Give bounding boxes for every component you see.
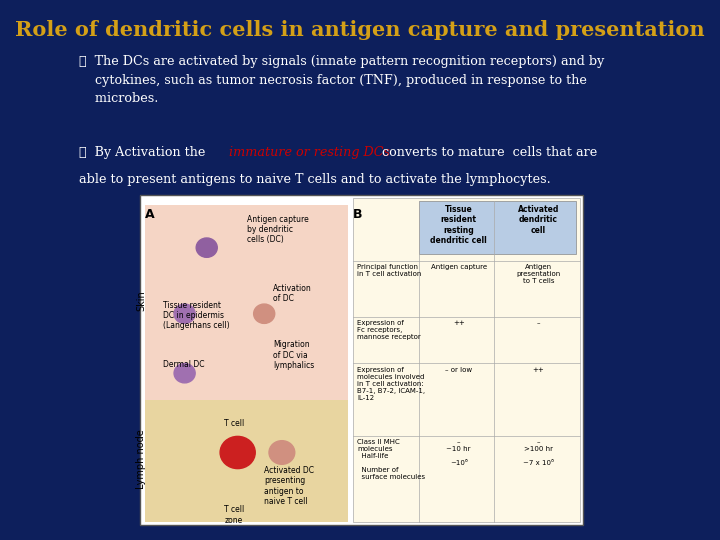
Text: A: A: [145, 208, 155, 221]
Text: ++: ++: [453, 320, 464, 326]
Text: Antigen
presentation
to T cells: Antigen presentation to T cells: [516, 264, 560, 284]
FancyBboxPatch shape: [140, 195, 582, 525]
Text: Tissue
resident
resting
dendritic cell: Tissue resident resting dendritic cell: [431, 205, 487, 245]
Text: Migration
of DC via
lymphalics: Migration of DC via lymphalics: [273, 340, 315, 370]
Circle shape: [269, 441, 294, 464]
Text: able to present antigens to naive T cells and to activate the lymphocytes.: able to present antigens to naive T cell…: [79, 173, 551, 186]
Text: Tissue resident
DC in epidermis
(Langerhans cell): Tissue resident DC in epidermis (Langerh…: [163, 301, 229, 330]
FancyBboxPatch shape: [145, 205, 348, 400]
Text: Dermal DC: Dermal DC: [163, 360, 204, 369]
Text: Antigen capture
by dendritic
cells (DC): Antigen capture by dendritic cells (DC): [246, 214, 308, 245]
Text: Expression of
Fc receptors,
mannose receptor: Expression of Fc receptors, mannose rece…: [357, 320, 420, 340]
Text: –: –: [536, 320, 540, 326]
Circle shape: [220, 436, 255, 469]
Text: ❖  By Activation the: ❖ By Activation the: [79, 146, 213, 159]
Text: Lymph node: Lymph node: [136, 429, 146, 489]
Circle shape: [253, 304, 275, 323]
Text: – or low: – or low: [445, 367, 472, 373]
Text: immature or resting DCs: immature or resting DCs: [229, 146, 390, 159]
Text: Skin: Skin: [136, 290, 146, 311]
Text: T cell
zone: T cell zone: [225, 505, 245, 525]
Text: B: B: [353, 208, 362, 221]
Text: Antigen capture: Antigen capture: [431, 264, 487, 270]
Text: Activated
dendritic
cell: Activated dendritic cell: [518, 205, 559, 234]
Circle shape: [174, 363, 195, 383]
FancyBboxPatch shape: [419, 201, 576, 254]
Text: Class II MHC
molecules
  Half-life

  Number of
  surface molecules: Class II MHC molecules Half-life Number …: [357, 439, 426, 480]
Text: Principal function
in T cell activation: Principal function in T cell activation: [357, 264, 421, 277]
Text: Activation
of DC: Activation of DC: [273, 284, 312, 303]
FancyBboxPatch shape: [353, 198, 580, 522]
Text: ++: ++: [532, 367, 544, 373]
Text: converts to mature  cells that are: converts to mature cells that are: [377, 146, 597, 159]
Text: Activated DC
presenting
antigen to
naive T cell: Activated DC presenting antigen to naive…: [264, 465, 314, 506]
Text: –
~10 hr

~10⁶: – ~10 hr ~10⁶: [446, 439, 471, 466]
Circle shape: [196, 238, 217, 258]
FancyBboxPatch shape: [145, 400, 348, 522]
Text: Role of dendritic cells in antigen capture and presentation: Role of dendritic cells in antigen captu…: [15, 20, 705, 40]
Text: –
>100 hr

~7 x 10⁶: – >100 hr ~7 x 10⁶: [523, 439, 554, 466]
Text: T cell: T cell: [225, 420, 245, 428]
Text: Expression of
molecules involved
in T cell activation:
B7-1, B7-2, ICAM-1,
IL-12: Expression of molecules involved in T ce…: [357, 367, 426, 401]
Text: ❖  The DCs are activated by signals (innate pattern recognition receptors) and b: ❖ The DCs are activated by signals (inna…: [79, 55, 604, 105]
Circle shape: [174, 304, 195, 323]
